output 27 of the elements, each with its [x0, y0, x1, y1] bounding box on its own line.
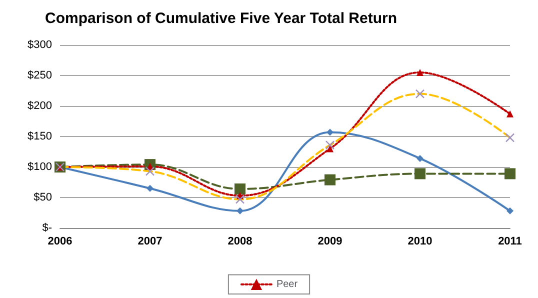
legend-label: Peer [276, 278, 298, 290]
x-tick-label: 2010 [408, 236, 432, 248]
point [506, 110, 514, 118]
point [234, 183, 246, 194]
x-tick-label: 2008 [228, 236, 252, 248]
point [414, 168, 426, 180]
y-tick-label: $100 [28, 161, 52, 173]
chart-title: Comparison of Cumulative Five Year Total Return [45, 10, 398, 27]
point [416, 154, 424, 162]
point [504, 168, 516, 180]
point [506, 207, 514, 214]
point [416, 68, 424, 76]
x-tick-label: 2007 [138, 236, 162, 248]
x-tick-label: 2011 [498, 236, 522, 248]
y-tick-label: $50 [34, 192, 52, 204]
point [146, 184, 154, 192]
point [236, 207, 244, 214]
point [324, 174, 336, 186]
point [326, 128, 334, 136]
x-tick-label: 2009 [318, 236, 342, 248]
y-tick-label: $300 [28, 39, 52, 51]
x-tick-label: 2006 [48, 236, 72, 248]
y-tick-label: $250 [28, 70, 52, 82]
y-tick-label: $150 [28, 130, 52, 142]
y-tick-label: $- [42, 222, 52, 234]
y-tick-label: $200 [28, 100, 52, 112]
point [326, 145, 334, 152]
